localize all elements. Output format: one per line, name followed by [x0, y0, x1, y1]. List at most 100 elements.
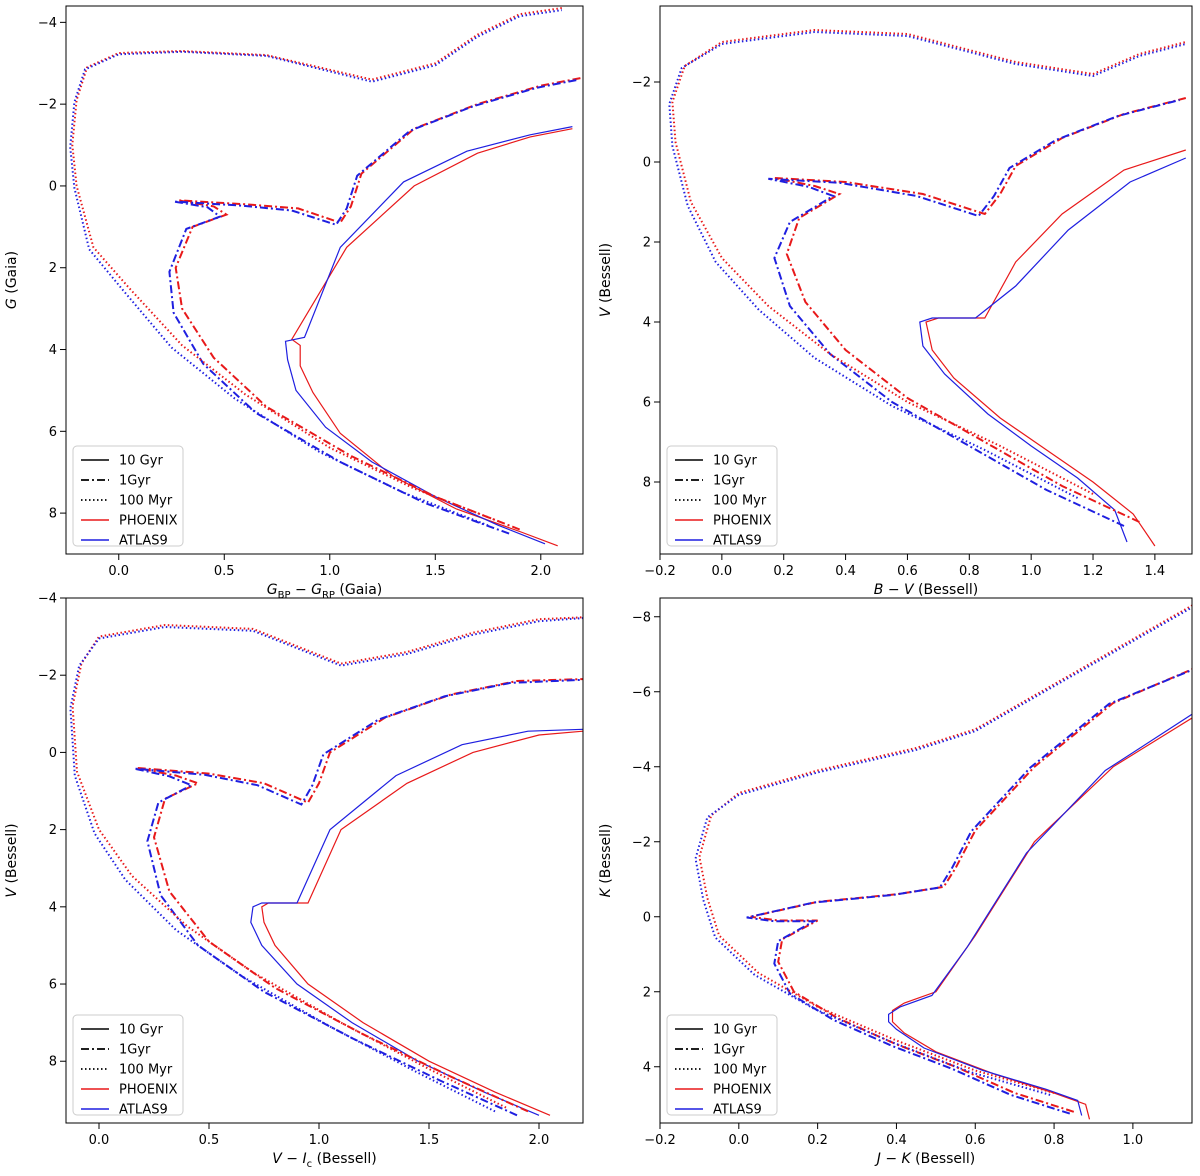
x-tick-label: 0.2: [807, 1133, 828, 1148]
panel-gaia: 0.0 0.5 1.0 1.5 2.0 −4 −2 0 2 4 6 8 GBP − GRP (Gaia)…: [4, 5, 584, 601]
series-atlas9-10gyr: [284, 126, 573, 545]
panel-vi: 0.0 0.5 1.0 1.5 2.0 −4 −2 0 2 4 6 8 V − Ic (Bessell)…: [4, 592, 584, 1170]
legend-label: ATLAS9: [713, 534, 762, 549]
legend-label: PHOENIX: [713, 1083, 772, 1098]
x-axis-label: B − V (Bessell): [874, 582, 978, 598]
y-tick-label: 0: [49, 746, 57, 761]
y-tick-label: 0: [643, 156, 651, 171]
x-tick-label: 1.0: [319, 564, 340, 579]
y-tick-label: 4: [643, 316, 651, 331]
legend-box: [72, 445, 184, 547]
series-phoenix-10gyr: [291, 128, 573, 547]
x-tick-label: 0.6: [965, 1133, 986, 1148]
series-phoenix-10gyr: [891, 717, 1192, 1120]
x-tick-label: 2.0: [530, 564, 551, 579]
series-atlas9-1gyr: [768, 99, 1180, 527]
y-tick-label: 2: [643, 985, 651, 1000]
x-tick-label: 0.4: [835, 564, 856, 579]
x-tick-label: 0.4: [886, 1133, 907, 1148]
legend-label: 1Gyr: [119, 474, 151, 489]
series-atlas9-1gyr: [133, 678, 583, 1117]
series-atlas9-10gyr: [250, 728, 583, 1116]
plot-frame: [65, 597, 584, 1124]
y-tick-label: −4: [38, 592, 57, 607]
legend-label: 100 Myr: [713, 494, 767, 509]
x-axis-label: J − K (Bessell): [874, 1151, 976, 1167]
series-atlas9-10gyr: [919, 157, 1187, 543]
y-tick-label: −4: [38, 16, 57, 31]
x-tick-label: 2.0: [529, 1133, 550, 1148]
x-tick-label: 0.0: [712, 564, 733, 579]
series-phoenix-100myr: [71, 616, 583, 1109]
legend-label: PHOENIX: [119, 514, 178, 529]
legend-label: 100 Myr: [119, 1063, 173, 1078]
legend-label: 10 Gyr: [119, 454, 163, 469]
y-tick-label: 6: [49, 425, 57, 440]
legend-label: 100 Myr: [713, 1063, 767, 1078]
y-tick-label: −2: [38, 669, 57, 684]
x-tick-label: 0.0: [108, 564, 129, 579]
x-tick-label: 0.0: [728, 1133, 749, 1148]
legend: 10 Gyr 1Gyr 100 Myr PHOENIX ATLAS9: [666, 445, 778, 549]
panel-bv: −0.2 0.0 0.2 0.4 0.6 0.8 1.0 1.2 1.4 −2 0 2 4 6 8 B − V…: [598, 5, 1193, 598]
legend-label: ATLAS9: [119, 1103, 168, 1118]
x-tick-label: −0.2: [644, 564, 676, 579]
x-tick-label: 1.5: [419, 1133, 440, 1148]
series-phoenix-1gyr: [774, 97, 1187, 523]
y-tick-label: 0: [49, 179, 57, 194]
series-group: [69, 616, 583, 1117]
x-tick-label: 0.6: [897, 564, 918, 579]
series-atlas9-100myr: [69, 9, 563, 527]
x-tick-label: 0.5: [199, 1133, 220, 1148]
y-tick-label: 0: [643, 910, 651, 925]
y-tick-label: −8: [632, 610, 651, 625]
series-phoenix-1gyr: [750, 668, 1192, 1113]
legend: 10 Gyr 1Gyr 100 Myr PHOENIX ATLAS9: [72, 1014, 184, 1118]
legend: 10 Gyr 1Gyr 100 Myr PHOENIX ATLAS9: [666, 1014, 778, 1118]
series-atlas9-1gyr: [746, 669, 1192, 1115]
series-phoenix-10gyr: [261, 730, 583, 1116]
legend-label: ATLAS9: [713, 1103, 762, 1118]
y-tick-label: −2: [632, 76, 651, 91]
legend-label: 1Gyr: [713, 474, 745, 489]
x-tick-label: 1.4: [1145, 564, 1166, 579]
y-tick-label: 4: [49, 343, 57, 358]
y-tick-label: −2: [38, 98, 57, 113]
series-atlas9-100myr: [668, 30, 1187, 499]
legend-label: 1Gyr: [713, 1043, 745, 1058]
x-tick-label: 0.0: [89, 1133, 110, 1148]
y-tick-label: 4: [49, 900, 57, 915]
x-tick-label: 1.0: [1021, 564, 1042, 579]
y-tick-label: 2: [49, 823, 57, 838]
legend: 10 Gyr 1Gyr 100 Myr PHOENIX ATLAS9: [72, 445, 184, 549]
series-phoenix-10gyr: [925, 149, 1186, 547]
y-axis-label: V (Bessell): [4, 823, 20, 897]
y-axis-label: G (Gaia): [4, 251, 20, 309]
y-tick-label: 6: [643, 396, 651, 411]
x-axis-label: GBP − GRP (Gaia): [267, 582, 383, 601]
x-tick-label: 0.8: [959, 564, 980, 579]
x-tick-label: 0.5: [214, 564, 235, 579]
series-group: [694, 604, 1192, 1120]
y-tick-label: 8: [49, 1055, 57, 1070]
y-tick-label: −6: [632, 685, 651, 700]
x-tick-label: 0.2: [773, 564, 794, 579]
y-tick-label: 8: [643, 476, 651, 491]
legend-box: [666, 445, 778, 547]
legend-label: PHOENIX: [119, 1083, 178, 1098]
x-axis-label: V − Ic (Bessell): [272, 1151, 376, 1170]
series-phoenix-100myr: [671, 28, 1187, 495]
x-tick-label: 1.0: [309, 1133, 330, 1148]
legend-label: ATLAS9: [119, 534, 168, 549]
series-atlas9-100myr: [69, 617, 583, 1113]
legend-label: 10 Gyr: [713, 1023, 757, 1038]
y-axis-label: K (Bessell): [598, 824, 614, 898]
legend-label: 100 Myr: [119, 494, 173, 509]
series-group: [69, 7, 583, 547]
y-tick-label: 2: [643, 236, 651, 251]
legend-label: PHOENIX: [713, 514, 772, 529]
series-phoenix-1gyr: [136, 678, 583, 1113]
series-phoenix-1gyr: [174, 76, 583, 531]
series-phoenix-100myr: [71, 7, 563, 523]
